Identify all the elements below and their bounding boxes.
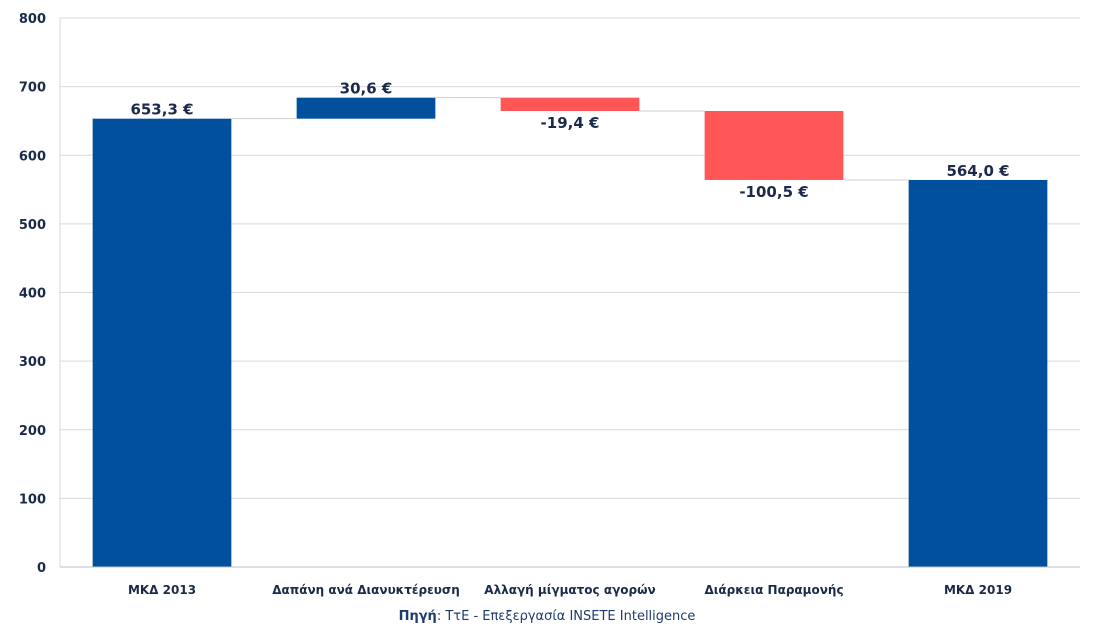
- bar: [500, 97, 640, 111]
- bars: [92, 97, 1048, 567]
- y-tick-label: 400: [19, 287, 46, 302]
- x-tick-label: ΜΚΔ 2013: [128, 583, 196, 597]
- source-text: : ΤτΕ - Επεξεργασία INSETE Intelligence: [436, 609, 696, 624]
- x-tick-label: Διάρκεια Παραμονής: [704, 583, 843, 597]
- source-label: Πηγή: [398, 609, 437, 624]
- source-note: Πηγή: ΤτΕ - Επεξεργασία INSETE Intellige…: [0, 609, 1094, 624]
- bar: [296, 97, 436, 119]
- waterfall-chart: 0 100 200 300 400 500 600 700 800 653,3 € 30,6 € -…: [19, 12, 1080, 597]
- data-label: 30,6 €: [340, 80, 393, 98]
- x-tick-label: Δαπάνη ανά Διανυκτέρευση: [272, 583, 460, 597]
- y-tick-label: 500: [19, 218, 46, 233]
- y-tick-label: 700: [19, 81, 46, 96]
- y-axis: 0 100 200 300 400 500 600 700 800: [19, 12, 61, 576]
- bar: [704, 110, 844, 180]
- y-tick-label: 600: [19, 149, 46, 164]
- x-tick-label: ΜΚΔ 2019: [944, 583, 1012, 597]
- y-tick-label: 200: [19, 424, 46, 439]
- bar: [92, 118, 232, 567]
- y-tick-label: 0: [37, 561, 46, 576]
- y-tick-label: 800: [19, 12, 46, 27]
- data-label: 653,3 €: [130, 101, 193, 119]
- x-axis: ΜΚΔ 2013 Δαπάνη ανά Διανυκτέρευση Αλλαγή μ…: [60, 566, 1080, 597]
- data-label: -19,4 €: [541, 114, 600, 132]
- data-label: 564,0 €: [946, 162, 1009, 180]
- x-tick-label: Αλλαγή μίγματος αγορών: [484, 583, 655, 597]
- data-label: -100,5 €: [739, 183, 808, 201]
- y-tick-label: 300: [19, 355, 46, 370]
- data-labels: 653,3 € 30,6 € -19,4 € -100,5 € 564,0 €: [130, 80, 1009, 201]
- y-tick-label: 100: [19, 492, 46, 507]
- connectors: [231, 97, 909, 181]
- bar: [908, 179, 1048, 567]
